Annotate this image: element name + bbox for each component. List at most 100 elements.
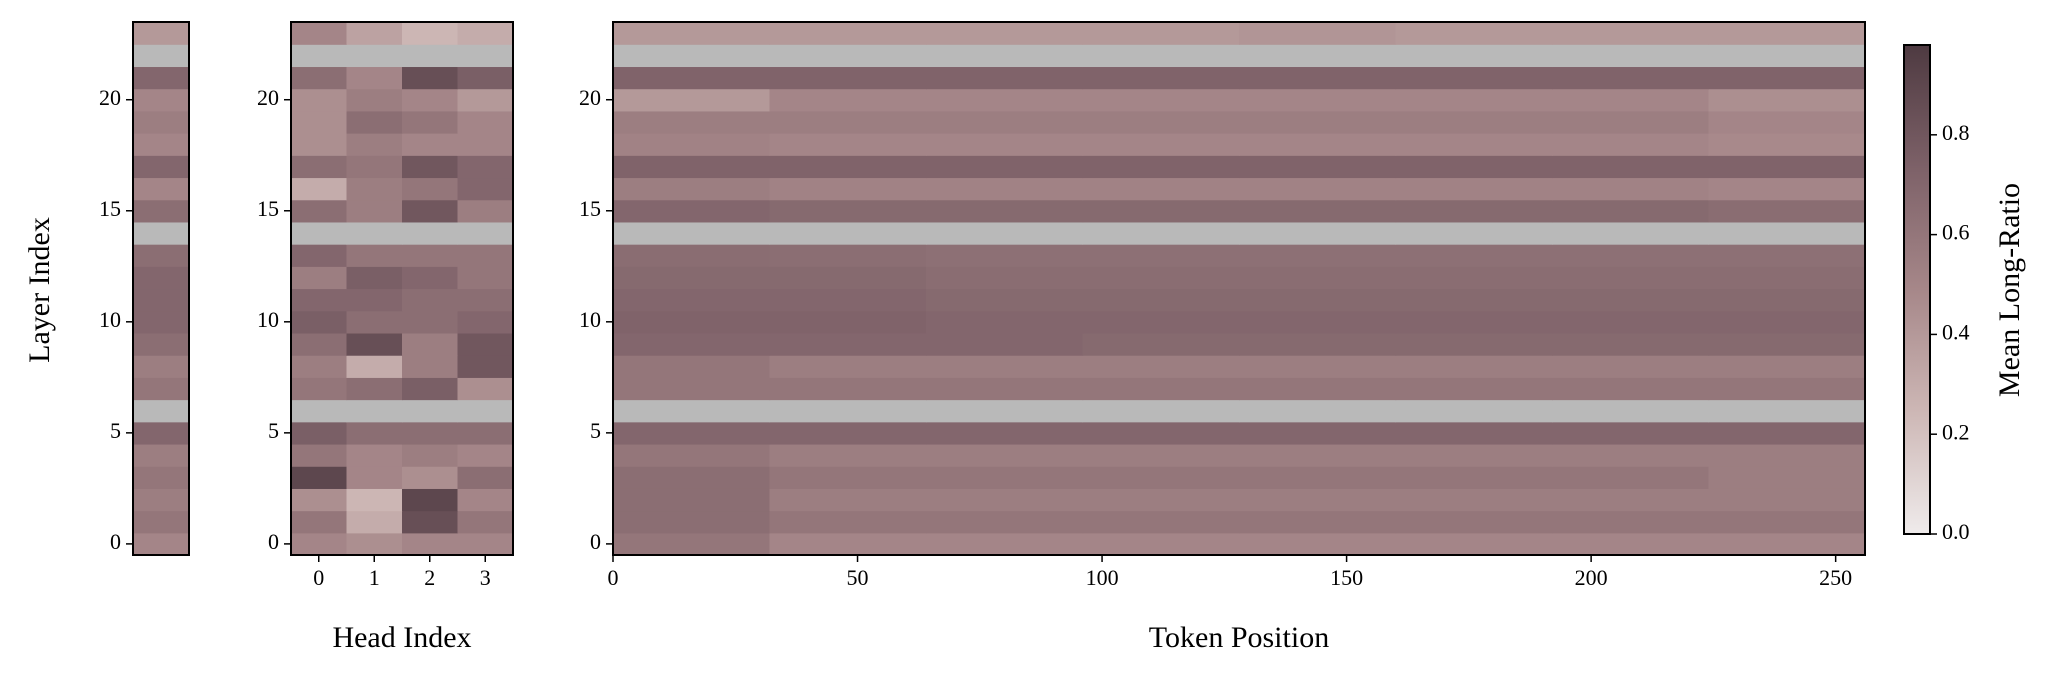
y-tick-label: 15 <box>99 196 121 221</box>
heatmap-cell <box>346 332 403 356</box>
heatmap-cell <box>346 310 403 334</box>
heatmap-cell <box>291 332 348 356</box>
heatmap-cell <box>613 488 771 512</box>
heatmap-cell <box>402 510 459 534</box>
heatmap-cell <box>1395 133 1553 156</box>
heatmap-cell <box>1552 177 1710 201</box>
heatmap-cell <box>1395 332 1553 356</box>
heatmap-cell <box>133 177 190 201</box>
heatmap-cell <box>926 488 1084 512</box>
heatmap-cell <box>769 399 927 423</box>
heatmap-cell <box>1552 421 1710 445</box>
heatmap-cell <box>1552 399 1710 423</box>
heatmap-cell <box>1552 466 1710 489</box>
heatmap-cell <box>402 88 459 112</box>
heatmap-cell <box>1552 377 1710 401</box>
heatmap-cell <box>926 177 1084 201</box>
heatmap-cell <box>1552 332 1710 356</box>
heatmap-cell <box>1239 66 1397 90</box>
heatmap-cell <box>769 510 927 534</box>
heatmap-cell <box>133 332 190 356</box>
y-tick-label: 5 <box>110 418 121 443</box>
heatmap-cell <box>133 44 190 68</box>
heatmap-cell <box>1708 266 1866 290</box>
heatmap-cell <box>613 332 771 356</box>
heatmap-cell <box>1395 355 1553 378</box>
heatmap-cell <box>1239 510 1397 534</box>
heatmap-cell <box>457 355 514 378</box>
colorbar-tick-label: 0.6 <box>1942 220 1970 245</box>
heatmap-cell <box>926 443 1084 467</box>
heatmap-cell <box>1395 532 1553 556</box>
heatmap-cell <box>769 310 927 334</box>
heatmap-cell <box>926 310 1084 334</box>
heatmap-cell <box>1708 466 1866 489</box>
heatmap-cell <box>1552 443 1710 467</box>
heatmap-cell <box>1239 488 1397 512</box>
heatmap-cell <box>1552 133 1710 156</box>
heatmap-cell <box>1552 44 1710 68</box>
heatmap-cell <box>346 199 403 223</box>
heatmap-cell <box>291 377 348 401</box>
heatmap-cell <box>1239 177 1397 201</box>
heatmap-cell <box>1239 332 1397 356</box>
heatmap-cell <box>769 532 927 556</box>
heatmap-cell <box>1552 221 1710 245</box>
heatmap-cell <box>1082 332 1240 356</box>
heatmap-cell <box>1395 88 1553 112</box>
y-tick-label: 5 <box>268 418 279 443</box>
heatmap-cell <box>1395 66 1553 90</box>
heatmap-cell <box>769 266 927 290</box>
heatmap-cell <box>1082 221 1240 245</box>
heatmap-cell <box>402 377 459 401</box>
heatmap-cell <box>402 199 459 223</box>
heatmap-cell <box>1708 310 1866 334</box>
colorbar-tick-label: 0.0 <box>1942 519 1970 544</box>
heatmap-cell <box>457 199 514 223</box>
heatmap-cell <box>1708 66 1866 90</box>
y-tick-label: 0 <box>110 529 121 554</box>
heatmap-cell <box>1082 44 1240 68</box>
heatmap-cell <box>1082 133 1240 156</box>
heatmap-cell <box>1395 466 1553 489</box>
heatmap-cell <box>1552 22 1710 45</box>
heatmap-cell <box>1552 266 1710 290</box>
y-tick-label: 20 <box>257 85 279 110</box>
plot-frame <box>290 21 514 556</box>
heatmap-cell <box>1708 199 1866 223</box>
y-tick-label: 10 <box>579 307 601 332</box>
heatmap-cell <box>1082 399 1240 423</box>
heatmap-cell <box>613 22 771 45</box>
heatmap-cell <box>769 88 927 112</box>
heatmap-cell <box>291 199 348 223</box>
heatmap-cell <box>457 443 514 467</box>
heatmap-cell <box>1395 199 1553 223</box>
heatmap-cell <box>769 199 927 223</box>
heatmap-cell <box>346 22 403 45</box>
heatmap-cell <box>1552 244 1710 267</box>
heatmap-cell <box>1708 177 1866 201</box>
heatmap-cell <box>1395 510 1553 534</box>
heatmap-cell <box>402 488 459 512</box>
heatmap-cell <box>926 466 1084 489</box>
heatmap-cell <box>402 399 459 423</box>
heatmap-cell <box>613 133 771 156</box>
heatmap-cell <box>291 44 348 68</box>
heatmap-cell <box>926 66 1084 90</box>
heatmap-cell <box>346 244 403 267</box>
heatmap-cell <box>133 110 190 134</box>
heatmap-cell <box>1552 199 1710 223</box>
y-tick-label: 15 <box>579 196 601 221</box>
heatmap-cell <box>346 177 403 201</box>
heatmap-cell <box>291 488 348 512</box>
colorbar-tick-label: 0.4 <box>1942 319 1970 344</box>
heatmap-cell <box>1082 88 1240 112</box>
heatmap-cell <box>1708 421 1866 445</box>
heatmap-cell <box>1082 488 1240 512</box>
heatmap-cell <box>1395 44 1553 68</box>
heatmap-cell <box>926 377 1084 401</box>
y-axis-label: Layer Index <box>23 217 56 363</box>
heatmap-cell <box>457 332 514 356</box>
heatmap-cell <box>1708 355 1866 378</box>
heatmap-cell <box>769 466 927 489</box>
